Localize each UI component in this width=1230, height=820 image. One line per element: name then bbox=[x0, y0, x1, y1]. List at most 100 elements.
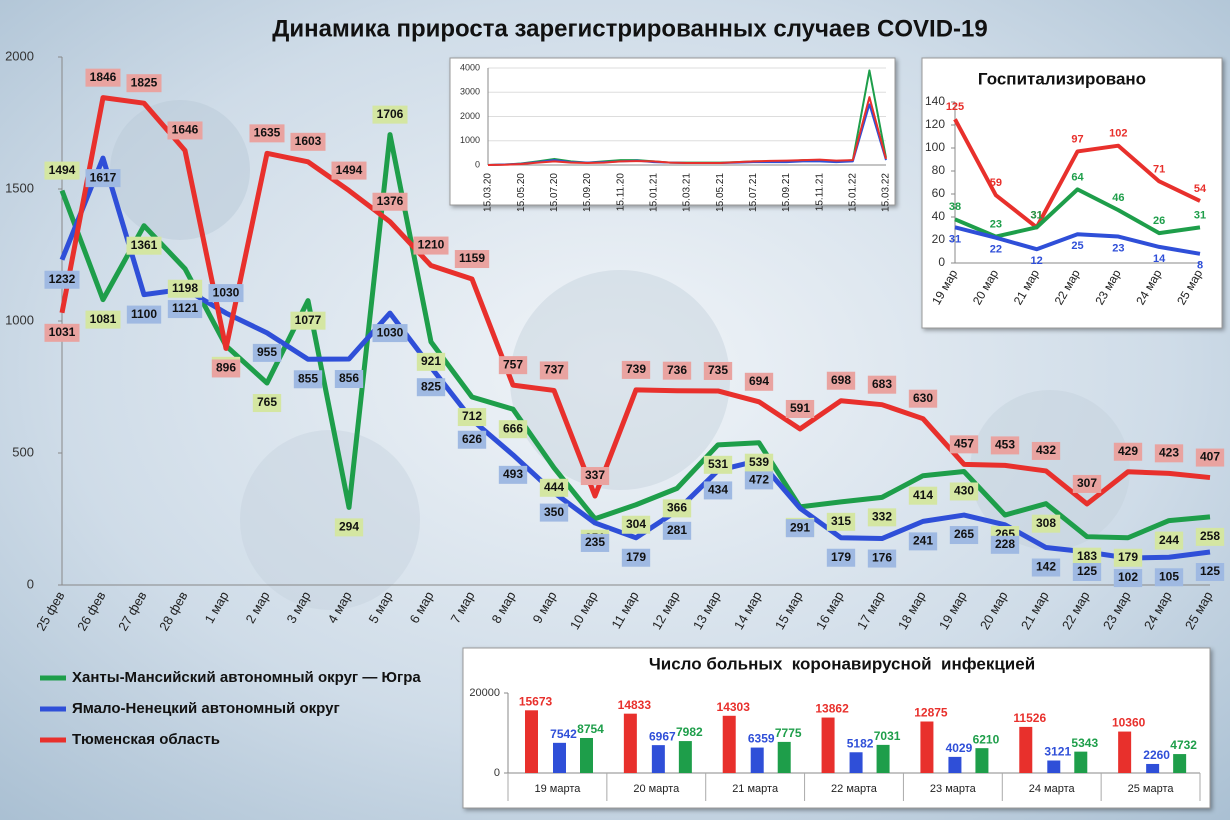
data-label: 6210 bbox=[973, 732, 1000, 746]
bar bbox=[623, 713, 637, 773]
data-label-box bbox=[580, 533, 610, 552]
data-label-box bbox=[1113, 569, 1143, 588]
data-label-box bbox=[211, 359, 241, 378]
data-label-box bbox=[1154, 568, 1184, 587]
data-label: 434 bbox=[708, 483, 728, 497]
data-label: 1635 bbox=[254, 126, 281, 140]
data-label-box bbox=[990, 535, 1020, 554]
data-label-box bbox=[1072, 474, 1102, 493]
data-label-box bbox=[498, 356, 528, 375]
data-label-box bbox=[44, 270, 80, 289]
data-label: 739 bbox=[626, 362, 646, 376]
data-label: 1081 bbox=[90, 312, 117, 326]
data-label: 125 bbox=[1200, 564, 1220, 578]
data-label: 11526 bbox=[1013, 711, 1046, 725]
data-label-box bbox=[867, 549, 897, 568]
data-label-box bbox=[1195, 527, 1225, 546]
data-label-box bbox=[908, 532, 938, 551]
data-label-box bbox=[85, 310, 121, 329]
data-label-box bbox=[1154, 444, 1184, 463]
inset-frame bbox=[449, 57, 896, 206]
series-line bbox=[487, 96, 887, 166]
data-label-box bbox=[621, 548, 651, 567]
data-label-box bbox=[290, 132, 326, 151]
data-label: 1706 bbox=[377, 107, 404, 121]
data-label-box bbox=[539, 478, 569, 497]
y-tick-label: 100 bbox=[925, 140, 945, 154]
bar bbox=[1146, 763, 1160, 773]
data-label: 1646 bbox=[172, 123, 199, 137]
data-label: 176 bbox=[872, 551, 892, 565]
data-label: 2260 bbox=[1143, 748, 1170, 762]
data-label: 1210 bbox=[418, 238, 445, 252]
y-tick-label: 0 bbox=[27, 576, 34, 591]
data-label: 31 bbox=[1194, 209, 1206, 221]
data-label: 46 bbox=[1112, 192, 1124, 204]
data-label: 23 bbox=[1112, 242, 1124, 254]
y-tick-label: 2000 bbox=[460, 111, 480, 121]
data-label: 31 bbox=[1031, 209, 1043, 221]
data-label: 54 bbox=[1194, 183, 1207, 195]
bar bbox=[849, 752, 863, 773]
data-label-box bbox=[990, 436, 1020, 455]
x-tick-label: 15.11.20 bbox=[615, 173, 626, 212]
bar bbox=[975, 748, 989, 773]
data-label: 855 bbox=[298, 371, 318, 385]
data-label: 71 bbox=[1153, 163, 1165, 175]
data-label: 125 bbox=[946, 101, 964, 113]
data-label: 765 bbox=[257, 395, 277, 409]
data-label-box bbox=[249, 124, 285, 143]
data-label-box bbox=[126, 236, 162, 255]
decor bbox=[510, 270, 730, 490]
data-label: 736 bbox=[667, 363, 687, 377]
data-label: 1232 bbox=[49, 272, 76, 286]
data-label-box bbox=[949, 435, 979, 454]
data-label-box bbox=[208, 284, 244, 303]
y-tick-label: 20000 bbox=[469, 687, 500, 699]
data-label-box bbox=[580, 467, 610, 486]
x-tick-label: 15.03.22 bbox=[881, 173, 892, 212]
data-label: 102 bbox=[1118, 570, 1138, 584]
data-label: 308 bbox=[1036, 516, 1056, 530]
data-label: 1030 bbox=[213, 285, 240, 299]
legend-label: Ханты-Мансийский автономный округ — Югра bbox=[72, 669, 421, 686]
data-label: 4029 bbox=[946, 741, 973, 755]
data-label-box bbox=[1031, 514, 1061, 533]
decor bbox=[240, 430, 420, 610]
data-label-box bbox=[1113, 548, 1143, 567]
bar bbox=[553, 742, 566, 773]
data-label-box bbox=[949, 482, 979, 501]
data-label-box bbox=[167, 121, 203, 140]
data-label: 7542 bbox=[550, 727, 577, 741]
bar bbox=[722, 715, 736, 773]
data-label: 591 bbox=[790, 401, 810, 415]
data-label: 8754 bbox=[577, 722, 604, 736]
chart-title: Динамика прироста зарегистрированных слу… bbox=[272, 15, 987, 42]
data-label: 531 bbox=[708, 457, 728, 471]
data-label: 1121 bbox=[172, 301, 198, 315]
x-tick-label: 15.01.22 bbox=[847, 173, 858, 212]
data-label: 1361 bbox=[131, 238, 158, 252]
data-label: 7031 bbox=[874, 729, 901, 743]
data-label: 414 bbox=[913, 488, 933, 502]
y-tick-label: 1000 bbox=[460, 135, 480, 145]
series-line bbox=[954, 225, 1201, 256]
y-tick-label: 120 bbox=[925, 117, 945, 131]
x-tick-label: 15.05.20 bbox=[516, 173, 527, 212]
data-label: 281 bbox=[667, 523, 687, 537]
data-label-box bbox=[867, 375, 897, 394]
data-label-box bbox=[498, 465, 528, 484]
data-label-box bbox=[126, 74, 162, 93]
data-label-box bbox=[662, 361, 692, 380]
data-label: 444 bbox=[544, 480, 564, 494]
data-label: 430 bbox=[954, 484, 974, 498]
data-label: 31 bbox=[1031, 209, 1043, 221]
y-tick-label: 80 bbox=[932, 163, 946, 177]
data-label: 1494 bbox=[336, 163, 363, 177]
data-label: 14833 bbox=[618, 698, 652, 712]
data-label: 31 bbox=[949, 233, 961, 245]
data-label-box bbox=[167, 300, 203, 319]
data-label-box bbox=[539, 503, 569, 522]
data-label-box bbox=[703, 481, 733, 500]
data-label-box bbox=[826, 371, 856, 390]
